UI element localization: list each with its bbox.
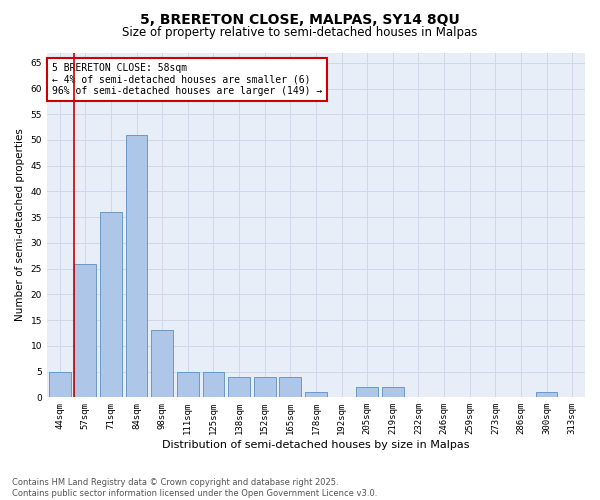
Bar	[151, 330, 173, 398]
Bar	[74, 264, 96, 398]
Bar	[254, 376, 275, 398]
Bar	[356, 387, 378, 398]
Bar	[49, 372, 71, 398]
Bar	[126, 135, 148, 398]
Text: 5 BRERETON CLOSE: 58sqm
← 4% of semi-detached houses are smaller (6)
96% of semi: 5 BRERETON CLOSE: 58sqm ← 4% of semi-det…	[52, 63, 323, 96]
Bar	[100, 212, 122, 398]
Bar	[280, 376, 301, 398]
Bar	[305, 392, 327, 398]
Text: Contains HM Land Registry data © Crown copyright and database right 2025.
Contai: Contains HM Land Registry data © Crown c…	[12, 478, 377, 498]
Bar	[382, 387, 404, 398]
Y-axis label: Number of semi-detached properties: Number of semi-detached properties	[15, 128, 25, 322]
Bar	[203, 372, 224, 398]
Text: Size of property relative to semi-detached houses in Malpas: Size of property relative to semi-detach…	[122, 26, 478, 39]
Bar	[177, 372, 199, 398]
Bar	[536, 392, 557, 398]
Text: 5, BRERETON CLOSE, MALPAS, SY14 8QU: 5, BRERETON CLOSE, MALPAS, SY14 8QU	[140, 12, 460, 26]
X-axis label: Distribution of semi-detached houses by size in Malpas: Distribution of semi-detached houses by …	[162, 440, 470, 450]
Bar	[228, 376, 250, 398]
